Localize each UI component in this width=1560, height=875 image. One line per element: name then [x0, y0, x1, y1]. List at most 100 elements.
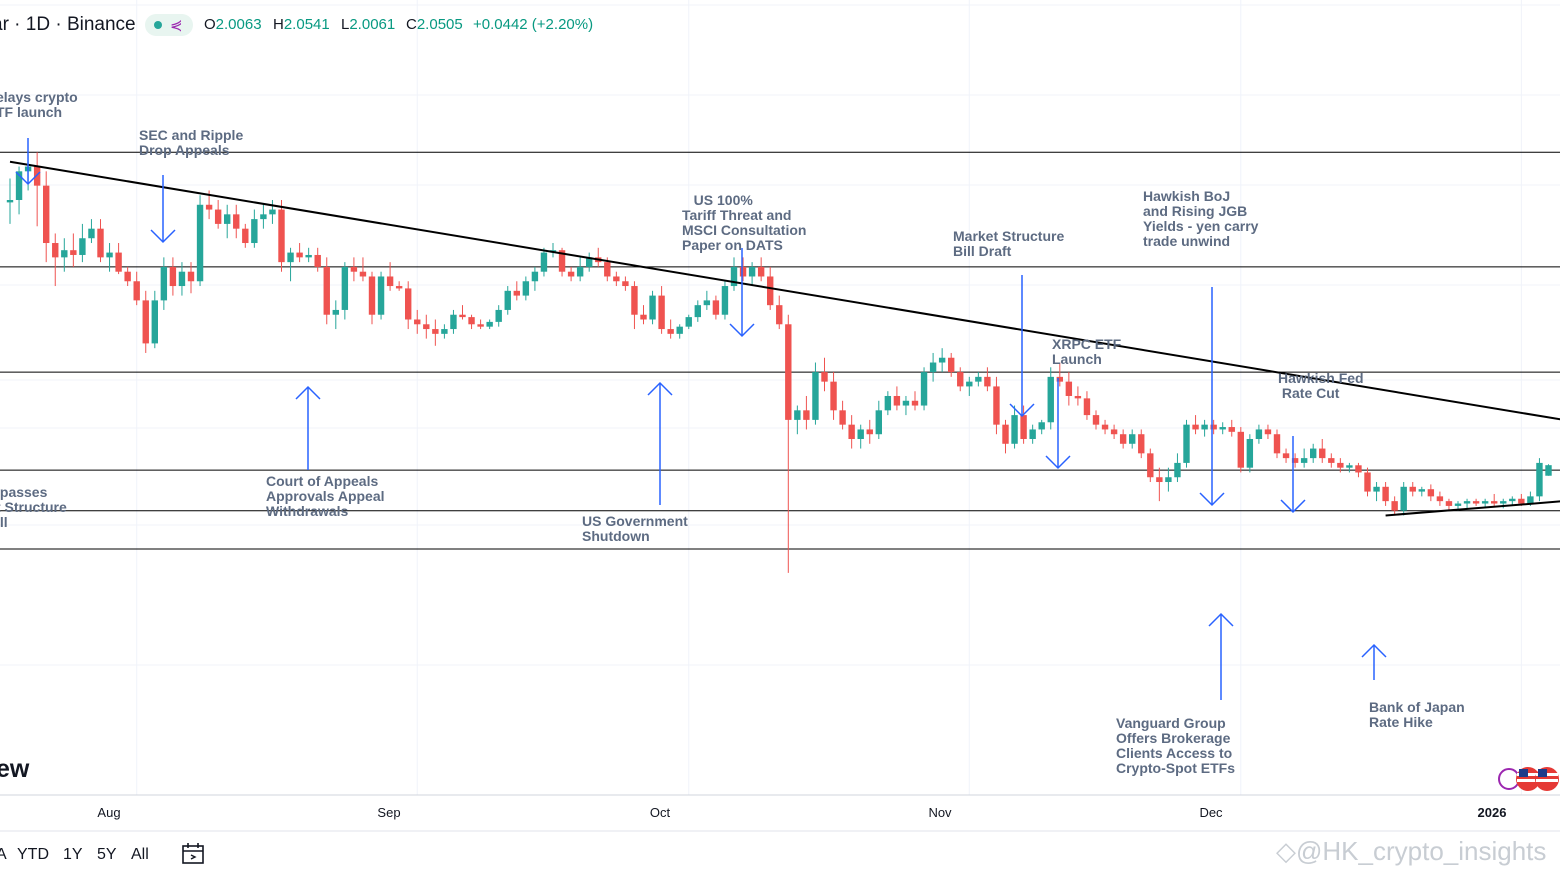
- status-pill[interactable]: ⋞: [145, 14, 193, 36]
- candle: [1436, 491, 1444, 506]
- candle-body: [1011, 415, 1018, 444]
- symbol-title[interactable]: ar · 1D · Binance: [0, 14, 136, 35]
- candle-body: [622, 281, 629, 287]
- candle-body: [1201, 424, 1208, 430]
- candle-body: [314, 254, 321, 267]
- candle-body: [359, 271, 367, 277]
- candle: [712, 295, 720, 320]
- candle: [178, 262, 186, 296]
- candle-body: [405, 288, 412, 320]
- candle: [1002, 419, 1009, 454]
- annotation-hawkish-fed[interactable]: Hawkish Fed Rate Cut: [1278, 370, 1364, 401]
- candle: [1291, 453, 1299, 468]
- candle: [685, 314, 692, 330]
- candle: [1418, 486, 1425, 497]
- candle-body: [1228, 427, 1235, 432]
- candle: [314, 247, 321, 272]
- candle: [1038, 419, 1045, 435]
- candle: [531, 266, 539, 291]
- candle-body: [1364, 472, 1371, 492]
- candle: [79, 223, 86, 263]
- annotation-sec-ripple[interactable]: SEC and Ripple Drop Appeals: [139, 127, 244, 158]
- annotation-market-structure-draft[interactable]: Market Structure Bill Draft: [953, 228, 1065, 259]
- annotation-court-appeals[interactable]: Court of Appeals Approvals Appeal Withdr…: [266, 473, 385, 519]
- candle-body: [1282, 453, 1290, 459]
- candle-body: [821, 372, 828, 382]
- candle: [359, 257, 367, 282]
- candle: [567, 266, 575, 282]
- candle: [70, 233, 77, 267]
- candle-body: [513, 290, 520, 296]
- candle: [1011, 405, 1018, 449]
- candle: [1545, 464, 1552, 476]
- candle: [703, 290, 711, 310]
- candle-body: [839, 410, 846, 425]
- candle: [993, 376, 1000, 435]
- candle: [920, 367, 928, 411]
- candle-body: [395, 286, 403, 289]
- candle: [169, 257, 177, 296]
- candle-body: [350, 266, 358, 272]
- chart-area[interactable]: [0, 0, 1560, 832]
- annotation-us-shutdown[interactable]: US Government Shutdown: [582, 513, 688, 544]
- candle-body: [1328, 458, 1335, 463]
- candle-body: [658, 295, 665, 330]
- candle-body: [1400, 486, 1407, 511]
- range-button-5y[interactable]: 5Y: [97, 846, 117, 863]
- candle-body: [106, 252, 113, 258]
- candle: [1210, 419, 1217, 435]
- annotation-vanguard[interactable]: Vanguard Group Offers Brokerage Clients …: [1116, 715, 1235, 776]
- candle-body: [1481, 501, 1489, 504]
- range-button-fragment[interactable]: A: [0, 846, 7, 863]
- candle-body: [884, 395, 892, 411]
- annotation-hawkish-boj[interactable]: Hawkish BoJ and Rising JGB Yields - yen …: [1143, 188, 1259, 249]
- candle-body: [540, 252, 548, 272]
- candle-body: [1409, 486, 1416, 492]
- candle-body: [1156, 477, 1163, 483]
- candle: [1092, 410, 1100, 430]
- candle-body: [70, 250, 77, 255]
- date-range-calendar-icon[interactable]: [181, 842, 207, 866]
- annotation-etf-delay[interactable]: elays crypto TF launch: [0, 89, 78, 120]
- candle-body: [1500, 501, 1507, 504]
- range-button-all[interactable]: All: [131, 846, 149, 863]
- candle-body: [1436, 496, 1444, 502]
- candle: [785, 314, 792, 573]
- candle: [377, 271, 385, 320]
- candle: [522, 276, 530, 301]
- open-label: O: [204, 16, 216, 33]
- candle-body: [1418, 489, 1425, 492]
- annotation-boj-hike[interactable]: Bank of Japan Rate Hike: [1369, 699, 1465, 730]
- candle-body: [830, 381, 837, 411]
- annotation-tariff-threat[interactable]: US 100% Tariff Threat and MSCI Consultat…: [682, 192, 807, 253]
- candle-body: [1527, 496, 1534, 504]
- candle-body: [1174, 462, 1181, 478]
- annotation-bill-passes[interactable]: passes t Structure ill: [0, 484, 67, 530]
- candle: [1174, 453, 1181, 483]
- candle: [61, 238, 68, 272]
- candle-body: [486, 321, 493, 327]
- candle-body: [1138, 434, 1145, 454]
- low-value: 2.0061: [349, 16, 396, 33]
- candle-body: [1264, 429, 1272, 435]
- candle-body: [115, 252, 122, 272]
- candle-body: [1246, 439, 1254, 468]
- annotation-xrpc-etf[interactable]: XRPC ETF Launch: [1052, 336, 1122, 367]
- candle: [748, 262, 756, 287]
- candle: [1255, 424, 1263, 444]
- candle-body: [640, 314, 647, 320]
- candle-body: [893, 395, 901, 406]
- range-button-ytd[interactable]: YTD: [17, 846, 49, 863]
- candle: [893, 386, 901, 411]
- ohlc-low: L2.0061: [341, 16, 395, 33]
- candle: [1219, 422, 1226, 435]
- low-label: L: [341, 16, 350, 33]
- range-button-1y[interactable]: 1Y: [63, 846, 83, 863]
- candle-body: [1101, 424, 1109, 430]
- candle-body: [1355, 465, 1362, 473]
- candle: [1273, 429, 1281, 459]
- candle-body: [767, 276, 774, 306]
- annotation-arrow: [729, 248, 755, 338]
- candle-body: [341, 266, 349, 310]
- candle: [631, 281, 638, 330]
